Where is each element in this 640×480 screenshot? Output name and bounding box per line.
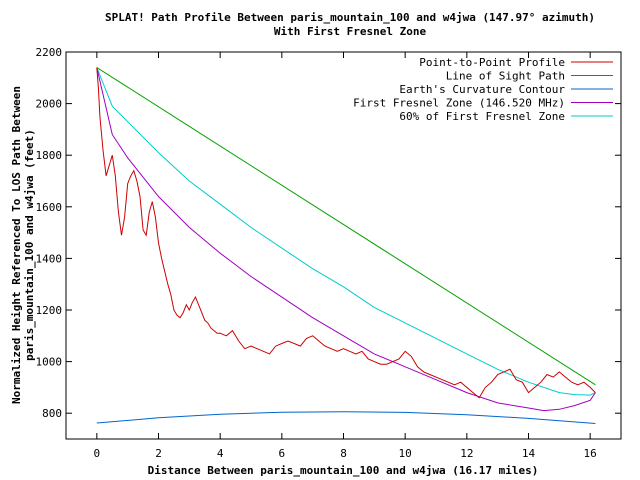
y-axis-label-line2: paris_mountain_100 and w4jwa (feet)	[23, 129, 36, 361]
y-axis: 800 1000 1200 1400 1600 1800 2000 2200	[36, 46, 621, 420]
legend-label: Line of Sight Path	[446, 70, 565, 83]
y-tick-label: 2000	[36, 98, 63, 111]
y-tick-label: 1800	[36, 149, 63, 162]
x-axis-label: Distance Between paris_mountain_100 and …	[148, 464, 539, 477]
series-line	[96, 67, 596, 412]
x-tick-label: 14	[522, 447, 536, 460]
x-tick-label: 2	[155, 447, 162, 460]
x-tick-label: 16	[584, 447, 597, 460]
y-tick-label: 1600	[36, 201, 63, 214]
y-tick-label: 1400	[36, 252, 63, 265]
y-tick-label: 1200	[36, 304, 63, 317]
y-axis-label-line1: Normalized Height Referenced To LOS Path…	[10, 86, 23, 404]
chart-subtitle: With First Fresnel Zone	[274, 25, 427, 38]
series-line	[96, 67, 596, 386]
chart-title: SPLAT! Path Profile Between paris_mounta…	[105, 11, 595, 24]
x-tick-label: 6	[279, 447, 286, 460]
y-tick-label: 800	[42, 407, 62, 420]
series-line	[96, 67, 596, 396]
series-line	[96, 411, 596, 424]
x-tick-label: 12	[460, 447, 473, 460]
series-group	[96, 67, 596, 424]
legend-label: Point-to-Point Profile	[419, 56, 565, 69]
legend-label: First Fresnel Zone (146.520 MHz)	[353, 97, 565, 110]
y-tick-label: 2200	[36, 46, 63, 59]
legend-label: Earth's Curvature Contour	[399, 83, 565, 96]
x-tick-label: 4	[217, 447, 224, 460]
x-tick-label: 0	[94, 447, 101, 460]
y-tick-label: 1000	[36, 356, 63, 369]
x-tick-label: 10	[399, 447, 412, 460]
x-axis: 0 2 4 6 8 10 12 14 16	[94, 52, 597, 460]
x-tick-label: 8	[340, 447, 347, 460]
series-line	[96, 67, 596, 399]
legend-label: 60% of First Fresnel Zone	[399, 110, 565, 123]
